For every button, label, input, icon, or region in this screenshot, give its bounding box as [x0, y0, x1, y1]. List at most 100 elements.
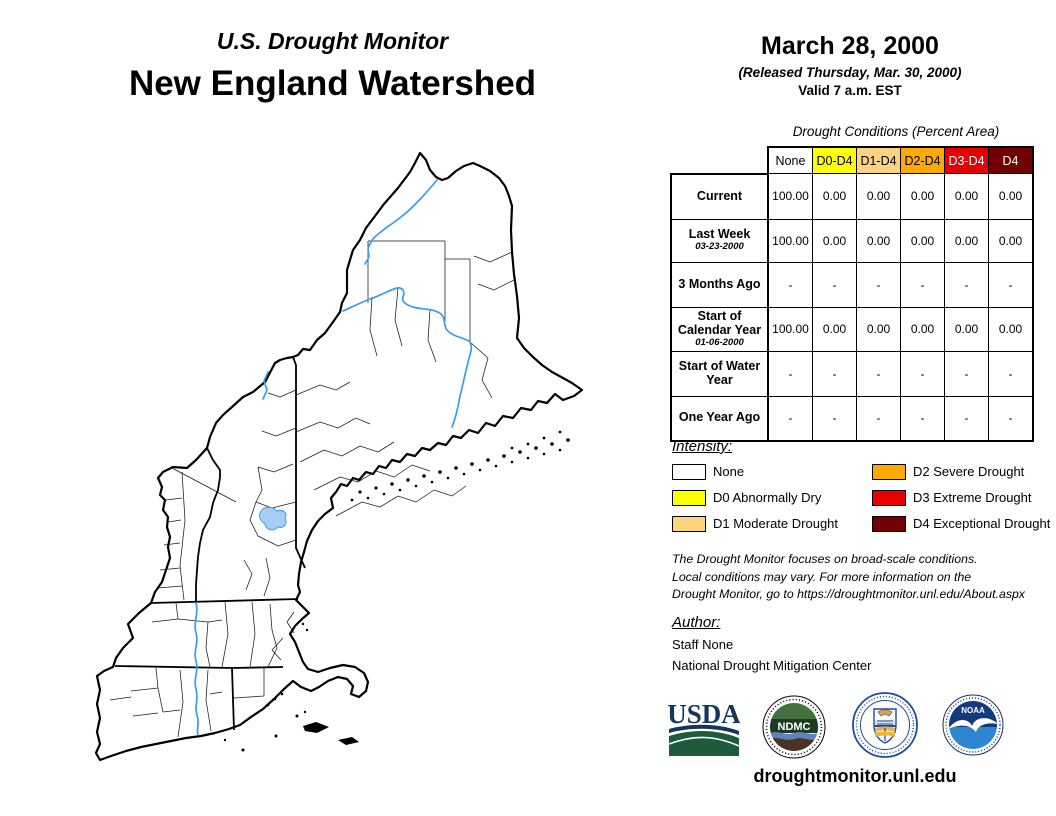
nantucket-island — [338, 737, 359, 745]
legend-item-d2: D2 Severe Drought — [872, 463, 1050, 480]
valid-time: Valid 7 a.m. EST — [798, 83, 902, 98]
row-label-last-week: Last Week 03-23-2000 — [670, 218, 769, 263]
table-row: Start of Water Year - - - - - - — [670, 350, 1034, 397]
none-swatch — [672, 463, 706, 480]
commerce-seal-logo — [852, 692, 918, 758]
region-title: New England Watershed — [128, 64, 537, 103]
cell-value: - — [767, 261, 813, 308]
legend-item-d3: D3 Extreme Drought — [872, 489, 1050, 506]
disclaimer-text: The Drought Monitor focuses on broad-sca… — [672, 551, 1042, 604]
noaa-logo: NOAA — [942, 694, 1004, 756]
cell-value: 100.00 — [767, 306, 813, 352]
cell-value: - — [900, 350, 945, 397]
row-sublabel: 01-06-2000 — [695, 336, 744, 348]
cell-value: - — [988, 261, 1034, 308]
d2-swatch — [872, 463, 907, 480]
legend-label: None — [713, 464, 745, 479]
cell-value: - — [988, 395, 1034, 442]
rivers — [194, 179, 473, 736]
monitor-title: U.S. Drought Monitor — [216, 28, 449, 54]
disclaimer-line: The Drought Monitor focuses on broad-sca… — [672, 552, 978, 566]
cell-value: 0.00 — [944, 173, 989, 220]
usda-logo-text: USDA — [668, 700, 740, 729]
author-name: Staff None — [672, 637, 734, 652]
cell-value: 0.00 — [812, 306, 857, 352]
upper-connecticut-river — [262, 371, 269, 400]
cell-value: 0.00 — [900, 173, 945, 220]
usda-logo: USDA — [668, 700, 740, 756]
cell-value: 100.00 — [767, 218, 813, 263]
d3-swatch — [872, 489, 907, 506]
cell-value: 0.00 — [812, 218, 857, 263]
cell-value: - — [944, 261, 989, 308]
table-row: One Year Ago - - - - - - — [670, 395, 1034, 442]
author-org: National Drought Mitigation Center — [672, 658, 872, 673]
drought-conditions-table: None D0-D4 D1-D4 D2-D4 D3-D4 D4 Current … — [670, 146, 1034, 442]
intensity-legend: Intensity: None D0 Abnormally Dry D1 Mod… — [672, 438, 1050, 532]
state-borders — [114, 356, 306, 731]
legend-item-none: None — [672, 463, 838, 480]
table-row: Start of Calendar Year 01-06-2000 100.00… — [670, 306, 1034, 352]
penobscot-river — [342, 287, 473, 428]
ndmc-logo-text: NDMC — [778, 721, 811, 733]
row-sublabel: 03-23-2000 — [695, 241, 744, 253]
legend-item-d4: D4 Exceptional Drought — [872, 515, 1050, 532]
legend-item-d1: D1 Moderate Drought — [672, 515, 838, 532]
new-england-watershed-map — [94, 151, 584, 762]
cell-value: - — [900, 395, 945, 442]
disclaimer-line: Drought Monitor, go to https://droughtmo… — [672, 587, 1025, 601]
table-row: Current 100.00 0.00 0.00 0.00 0.00 0.00 — [670, 172, 1034, 220]
d4-swatch — [872, 515, 907, 532]
col-header-d0-d4: D0-D4 — [812, 146, 857, 174]
cell-value: - — [900, 261, 945, 308]
table-header-row: None D0-D4 D1-D4 D2-D4 D3-D4 D4 — [671, 146, 1034, 174]
col-header-d3-d4: D3-D4 — [944, 146, 989, 174]
table-spacer-cell — [671, 147, 768, 174]
cell-value: - — [856, 395, 901, 442]
legend-title: Intensity: — [672, 438, 733, 455]
author-title: Author: — [672, 614, 721, 631]
st-john-river — [364, 179, 438, 265]
cell-value: - — [812, 395, 857, 442]
cell-value: - — [988, 350, 1034, 397]
disclaimer-line: Local conditions may vary. For more info… — [672, 569, 972, 584]
ndmc-logo: NDMC — [762, 695, 826, 759]
cell-value: 0.00 — [988, 218, 1034, 263]
county-lines — [109, 240, 515, 738]
cell-value: 0.00 — [988, 173, 1034, 220]
footer-url: droughtmonitor.unl.edu — [753, 766, 957, 786]
connecticut-river — [194, 602, 199, 736]
cell-value: 100.00 — [767, 173, 813, 220]
row-label-3-months-ago: 3 Months Ago — [670, 261, 769, 308]
cell-value: 0.00 — [856, 306, 901, 352]
cell-value: - — [944, 350, 989, 397]
cell-value: - — [944, 395, 989, 442]
d0-swatch — [672, 489, 706, 506]
cell-value: 0.00 — [900, 218, 945, 263]
marthas-vineyard-island — [303, 722, 329, 733]
noaa-logo-text: NOAA — [961, 706, 985, 715]
col-header-none: None — [767, 146, 813, 174]
conditions-table-title: Drought Conditions (Percent Area) — [792, 124, 1000, 139]
legend-label: D1 Moderate Drought — [713, 516, 839, 531]
watershed-outline — [94, 151, 584, 762]
legend-left-column: None D0 Abnormally Dry D1 Moderate Droug… — [672, 463, 838, 532]
author-block: Author: Staff None National Drought Miti… — [672, 614, 871, 673]
cell-value: - — [856, 350, 901, 397]
cell-value: 0.00 — [944, 218, 989, 263]
agency-logos: USDA NDMC — [664, 692, 1024, 762]
d1-swatch — [672, 515, 706, 532]
cell-value: - — [856, 261, 901, 308]
cell-value: 0.00 — [856, 173, 901, 220]
row-label-text: Start of Calendar Year — [677, 309, 762, 337]
map-date: March 28, 2000 — [761, 32, 939, 60]
row-label-one-year-ago: One Year Ago — [670, 395, 769, 442]
legend-right-column: D2 Severe Drought D3 Extreme Drought D4 … — [872, 463, 1050, 532]
col-header-d2-d4: D2-D4 — [900, 146, 945, 174]
legend-label: D4 Exceptional Drought — [913, 516, 1051, 531]
coastal-islands — [223, 430, 570, 752]
legend-label: D3 Extreme Drought — [913, 490, 1032, 505]
cell-value: 0.00 — [856, 218, 901, 263]
cell-value: 0.00 — [812, 173, 857, 220]
